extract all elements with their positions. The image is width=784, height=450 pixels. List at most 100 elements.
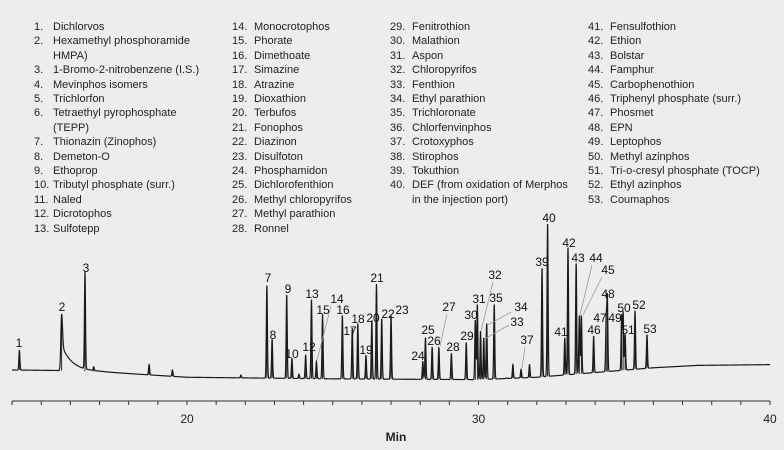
legend-compound: Tokuthion xyxy=(412,165,460,178)
legend-item: 2. Hexamethyl phosphoramide xyxy=(34,34,199,48)
peak-label: 40 xyxy=(542,211,556,225)
legend-compound: Dichlorvos xyxy=(53,21,105,33)
legend-number: 8. xyxy=(34,150,44,163)
peak-label: 39 xyxy=(535,255,549,269)
legend-item: 45. Carbophenothion xyxy=(588,78,760,92)
peak-label: 25 xyxy=(421,323,435,337)
legend-compound: Tetraethyl pyrophosphate xyxy=(53,107,177,120)
legend-number: 38. xyxy=(390,150,406,163)
legend-column-2: 14. Monocrotophos 15. Phorate 16. Dimethoate 1… xyxy=(232,20,352,236)
legend-item: 21. Fonophos xyxy=(232,121,352,135)
peak-label: 22 xyxy=(381,307,395,321)
legend-compound: Methyl parathion xyxy=(254,208,336,221)
legend-compound: Hexamethyl phosphoramide xyxy=(53,35,190,48)
legend-number: 41. xyxy=(588,21,604,33)
legend-item: 50. Methyl azinphos xyxy=(588,150,760,164)
peak-label: 24 xyxy=(411,349,425,363)
legend-compound: Monocrotophos xyxy=(254,21,330,33)
legend-number: 27. xyxy=(232,208,248,221)
trace xyxy=(12,224,770,381)
legend-number: 11. xyxy=(34,193,49,206)
legend-number: 22. xyxy=(232,136,248,149)
legend-compound: Coumaphos xyxy=(610,193,670,206)
legend-item: 12. Dicrotophos xyxy=(34,207,199,221)
legend-compound: Phosphamidon xyxy=(254,165,328,178)
leader-line xyxy=(316,305,332,361)
peak-label: 47 xyxy=(593,311,607,325)
leader-line xyxy=(480,281,494,332)
peak-label: 37 xyxy=(520,333,534,347)
legend-number: 44. xyxy=(588,64,604,77)
legend-number: 35. xyxy=(390,107,406,120)
legend-number: 30. xyxy=(390,35,406,48)
legend-item: 15. Phorate xyxy=(232,34,352,48)
legend-compound: Trichlorfon xyxy=(53,93,105,106)
peak-label: 3 xyxy=(83,261,90,275)
legend-item: 44. Famphur xyxy=(588,63,760,77)
legend-number: 29. xyxy=(390,21,406,33)
legend-number: 19. xyxy=(232,93,248,106)
legend-item: 31. Aspon xyxy=(390,49,568,63)
legend-number: 53. xyxy=(588,193,604,206)
legend-number: 2. xyxy=(34,35,44,48)
legend-item: 40. DEF (from oxidation of Merphos xyxy=(390,178,568,192)
peak-label: 45 xyxy=(601,263,615,277)
legend-compound: 1-Bromo-2-nitrobenzene (I.S.) xyxy=(53,64,200,77)
legend-item: 41. Fensulfothion xyxy=(588,20,760,34)
legend-number: 3. xyxy=(34,64,44,77)
legend-item: 37. Crotoxyphos xyxy=(390,135,568,149)
peak-label: 16 xyxy=(336,303,350,317)
legend-number: 17. xyxy=(232,64,248,77)
peak-label: 42 xyxy=(562,236,576,250)
leader-line xyxy=(485,324,510,339)
legend-item: 5. Trichlorfon xyxy=(34,92,199,106)
legend-compound: Aspon xyxy=(412,49,444,62)
legend-item: 27. Methyl parathion xyxy=(232,207,352,221)
legend-compound: Phorate xyxy=(254,35,293,48)
legend-compound: Fensulfothion xyxy=(610,21,677,33)
legend-number: 23. xyxy=(232,150,248,163)
legend-compound: Ethoprop xyxy=(53,165,98,178)
leader-line xyxy=(579,264,593,316)
peak-label: 20 xyxy=(366,311,380,325)
legend-compound: Triphenyl phosphate (surr.) xyxy=(610,93,742,106)
peak-label: 46 xyxy=(587,323,601,337)
legend-item: 36. Chlorfenvinphos xyxy=(390,121,568,135)
legend-item: 30. Malathion xyxy=(390,34,568,48)
peak-label: 53 xyxy=(643,322,657,336)
legend-compound: Ethyl azinphos xyxy=(610,179,682,192)
legend-compound: Dicrotophos xyxy=(53,208,112,221)
legend-item: 9. Ethoprop xyxy=(34,164,199,178)
legend-compound: Famphur xyxy=(610,64,655,77)
legend-number: 15. xyxy=(232,35,248,48)
peak-label: 43 xyxy=(571,251,585,265)
legend-compound: Disulfoton xyxy=(254,150,303,163)
leader-line xyxy=(439,313,448,347)
legend-number: 48. xyxy=(588,121,604,134)
peak-label: 41 xyxy=(554,325,568,339)
legend-item: 7. Thionazin (Zinophos) xyxy=(34,135,199,149)
legend-item: 19. Dioxathion xyxy=(232,92,352,106)
legend-compound: Fonophos xyxy=(254,121,303,134)
peak-label: 7 xyxy=(265,271,272,285)
legend-item: 20. Terbufos xyxy=(232,106,352,120)
legend-number: 14. xyxy=(232,21,248,33)
legend-compound: Sulfotepp xyxy=(53,222,100,235)
legend-item: 22. Diazinon xyxy=(232,135,352,149)
peak-label: 8 xyxy=(270,328,277,342)
peak-label: 19 xyxy=(359,343,373,357)
peak-label: 50 xyxy=(617,301,631,315)
peak-label: 27 xyxy=(442,300,456,314)
peak-label: 28 xyxy=(446,340,460,354)
legend-item: 11. Naled xyxy=(34,193,199,207)
legend-compound: Diazinon xyxy=(254,136,297,149)
legend-item: 26. Methyl chloropyrifos xyxy=(232,193,352,207)
legend-item: 35. Trichloronate xyxy=(390,106,568,120)
legend-compound: Tri-o-cresyl phosphate (TOCP) xyxy=(610,165,760,178)
legend-compound: Naled xyxy=(53,193,82,206)
legend-number: 52. xyxy=(588,179,604,192)
legend-item: 25. Dichlorofenthion xyxy=(232,178,352,192)
legend-item: 13. Sulfotepp xyxy=(34,222,199,236)
